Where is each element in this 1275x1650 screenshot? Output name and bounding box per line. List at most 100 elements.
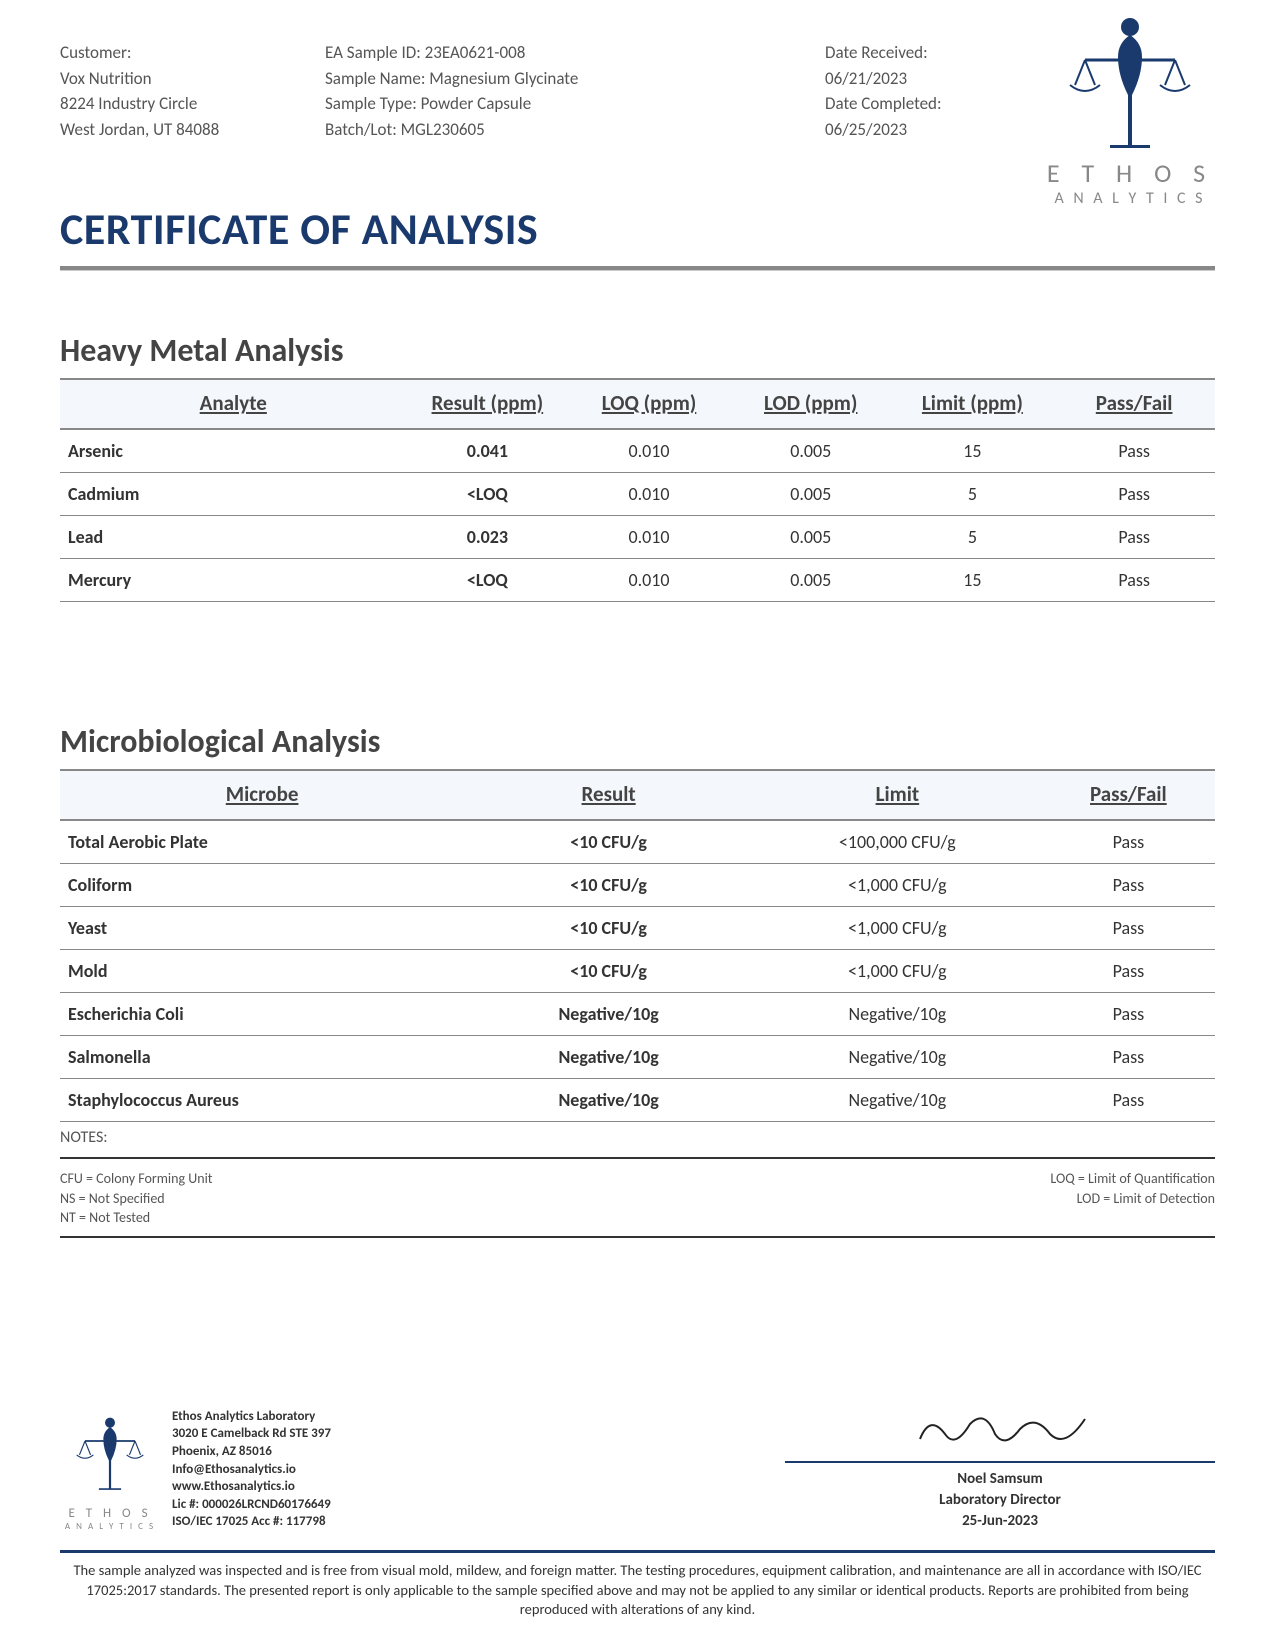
heavy-metal-table: AnalyteResult (ppm)LOQ (ppm)LOD (ppm)Lim… <box>60 378 1215 602</box>
table-cell: 0.005 <box>730 473 892 516</box>
table-cell: <1,000 CFU/g <box>753 864 1042 907</box>
table-header: Result <box>464 770 753 820</box>
table-cell: Pass <box>1042 820 1215 864</box>
signature-icon <box>900 1404 1100 1454</box>
table-row: SalmonellaNegative/10gNegative/10gPass <box>60 1036 1215 1079</box>
table-row: Staphylococcus AureusNegative/10gNegativ… <box>60 1079 1215 1122</box>
table-cell: Salmonella <box>60 1036 464 1079</box>
table-cell: Pass <box>1042 1079 1215 1122</box>
table-row: Mold<10 CFU/g<1,000 CFU/gPass <box>60 950 1215 993</box>
microbio-title: Microbiological Analysis <box>60 722 1215 761</box>
table-cell: Pass <box>1042 950 1215 993</box>
table-cell: <LOQ <box>407 559 569 602</box>
logo-icon <box>1040 15 1220 150</box>
table-row: Cadmium<LOQ0.0100.0055Pass <box>60 473 1215 516</box>
table-cell: 0.041 <box>407 429 569 473</box>
company-logo: E T H O S A N A L Y T I C S <box>1040 15 1220 208</box>
heavy-metal-title: Heavy Metal Analysis <box>60 331 1215 370</box>
table-cell: Total Aerobic Plate <box>60 820 464 864</box>
customer-name: Vox Nutrition <box>60 66 305 92</box>
lab-lic: Lic #: 000026LRCND60176649 <box>172 1496 331 1514</box>
table-cell: <100,000 CFU/g <box>753 820 1042 864</box>
table-cell: Mercury <box>60 559 407 602</box>
lab-addr1: 3020 E Camelback Rd STE 397 <box>172 1425 331 1443</box>
table-cell: <10 CFU/g <box>464 907 753 950</box>
logo-text-1: E T H O S <box>1040 157 1220 189</box>
table-cell: Pass <box>1053 429 1215 473</box>
date-received: 06/21/2023 <box>825 66 1025 92</box>
table-row: Total Aerobic Plate<10 CFU/g<100,000 CFU… <box>60 820 1215 864</box>
lab-email: Info@Ethosanalytics.io <box>172 1461 331 1479</box>
footer-lab-block: E T H O S A N A L Y T I C S Ethos Analyt… <box>60 1406 331 1532</box>
notes-label: NOTES: <box>60 1128 1215 1159</box>
table-header: Result (ppm) <box>407 379 569 429</box>
footer-lab-info: Ethos Analytics Laboratory 3020 E Camelb… <box>172 1408 331 1531</box>
table-row: Escherichia ColiNegative/10gNegative/10g… <box>60 993 1215 1036</box>
sample-name: Magnesium Glycinate <box>429 68 578 89</box>
customer-addr2: West Jordan, UT 84088 <box>60 117 305 143</box>
table-cell: Pass <box>1053 473 1215 516</box>
lab-acc: ISO/IEC 17025 Acc #: 117798 <box>172 1513 331 1531</box>
sample-name-label: Sample Name: <box>325 68 429 89</box>
sample-id-label: EA Sample ID: <box>325 42 425 63</box>
footer-logo-icon <box>60 1406 160 1501</box>
batch: MGL230605 <box>401 119 485 140</box>
microbio-table: MicrobeResultLimitPass/Fail Total Aerobi… <box>60 769 1215 1122</box>
batch-label: Batch/Lot: <box>325 119 401 140</box>
table-cell: Cadmium <box>60 473 407 516</box>
table-row: Yeast<10 CFU/g<1,000 CFU/gPass <box>60 907 1215 950</box>
customer-label: Customer: <box>60 40 305 66</box>
signer-name: Noel Samsum <box>785 1469 1215 1490</box>
table-header: Pass/Fail <box>1053 379 1215 429</box>
table-cell: Negative/10g <box>753 993 1042 1036</box>
table-cell: <10 CFU/g <box>464 950 753 993</box>
notes-divider <box>60 1236 1215 1238</box>
table-cell: Coliform <box>60 864 464 907</box>
table-header: Limit (ppm) <box>892 379 1054 429</box>
date-completed: 06/25/2023 <box>825 117 1025 143</box>
sample-id: 23EA0621-008 <box>425 42 526 63</box>
signature-block: Noel Samsum Laboratory Director 25-Jun-2… <box>785 1404 1215 1532</box>
table-header: Pass/Fail <box>1042 770 1215 820</box>
table-cell: 15 <box>892 429 1054 473</box>
table-cell: Pass <box>1053 559 1215 602</box>
page-title: CERTIFICATE OF ANALYSIS <box>60 202 1215 256</box>
lab-addr2: Phoenix, AZ 85016 <box>172 1443 331 1461</box>
title-divider <box>60 266 1215 271</box>
table-cell: 5 <box>892 473 1054 516</box>
table-row: Coliform<10 CFU/g<1,000 CFU/gPass <box>60 864 1215 907</box>
footer: E T H O S A N A L Y T I C S Ethos Analyt… <box>60 1404 1215 1620</box>
disclaimer-text: The sample analyzed was inspected and is… <box>60 1561 1215 1620</box>
sample-type: Powder Capsule <box>421 93 532 114</box>
table-header: Limit <box>753 770 1042 820</box>
table-cell: Negative/10g <box>753 1036 1042 1079</box>
table-cell: 5 <box>892 516 1054 559</box>
table-cell: Pass <box>1042 993 1215 1036</box>
note-item: LOQ = Limit of Quantification <box>1050 1169 1215 1189</box>
table-cell: Negative/10g <box>464 1036 753 1079</box>
lab-web: www.Ethosanalytics.io <box>172 1478 331 1496</box>
table-cell: 0.010 <box>568 516 730 559</box>
table-cell: Yeast <box>60 907 464 950</box>
table-cell: Negative/10g <box>464 993 753 1036</box>
table-cell: 0.005 <box>730 516 892 559</box>
notes-row: CFU = Colony Forming UnitNS = Not Specif… <box>60 1169 1215 1228</box>
table-cell: Pass <box>1042 1036 1215 1079</box>
table-cell: Pass <box>1042 864 1215 907</box>
date-completed-label: Date Completed: <box>825 91 1025 117</box>
customer-addr1: 8224 Industry Circle <box>60 91 305 117</box>
table-cell: Lead <box>60 516 407 559</box>
table-cell: <10 CFU/g <box>464 864 753 907</box>
signer-title: Laboratory Director <box>785 1490 1215 1511</box>
table-row: Arsenic0.0410.0100.00515Pass <box>60 429 1215 473</box>
table-cell: Escherichia Coli <box>60 993 464 1036</box>
logo-text-2: A N A L Y T I C S <box>1040 189 1220 208</box>
table-header: Analyte <box>60 379 407 429</box>
table-cell: Staphylococcus Aureus <box>60 1079 464 1122</box>
table-row: Lead0.0230.0100.0055Pass <box>60 516 1215 559</box>
sign-date: 25-Jun-2023 <box>785 1511 1215 1532</box>
table-cell: Pass <box>1053 516 1215 559</box>
note-item: CFU = Colony Forming Unit <box>60 1169 212 1189</box>
table-cell: Negative/10g <box>464 1079 753 1122</box>
table-cell: 0.010 <box>568 429 730 473</box>
